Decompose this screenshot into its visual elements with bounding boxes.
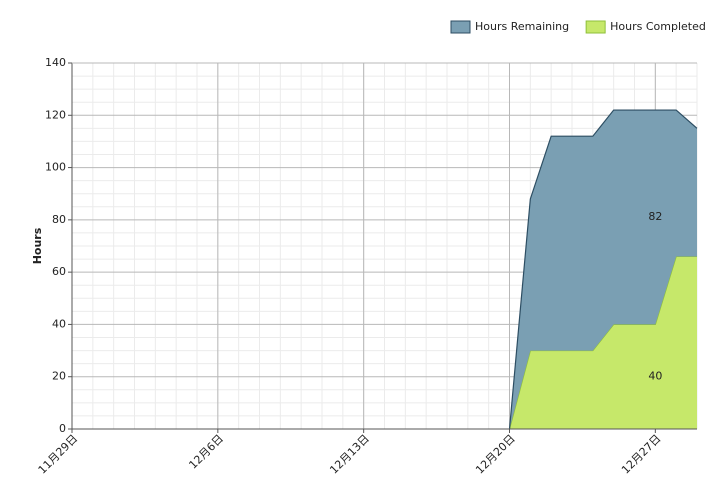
y-tick-label: 140 [45, 56, 66, 69]
data-label: 82 [648, 210, 662, 223]
legend-label: Hours Completed [610, 20, 706, 33]
legend-label: Hours Remaining [475, 20, 569, 33]
area [509, 110, 697, 430]
data-label: 40 [648, 370, 662, 383]
y-tick-label: 40 [52, 317, 66, 330]
y-tick-label: 60 [52, 265, 66, 278]
area [509, 256, 697, 429]
y-tick-label: 20 [52, 370, 66, 383]
y-tick-label: 80 [52, 213, 66, 226]
y-tick-label: 120 [45, 108, 66, 121]
area-line [508, 109, 698, 430]
y-axis-title: Hours [31, 227, 44, 264]
legend-swatch [450, 20, 471, 34]
y-tick-label: 100 [45, 161, 66, 174]
legend-swatch [585, 20, 606, 34]
y-tick-label: 0 [59, 422, 66, 435]
